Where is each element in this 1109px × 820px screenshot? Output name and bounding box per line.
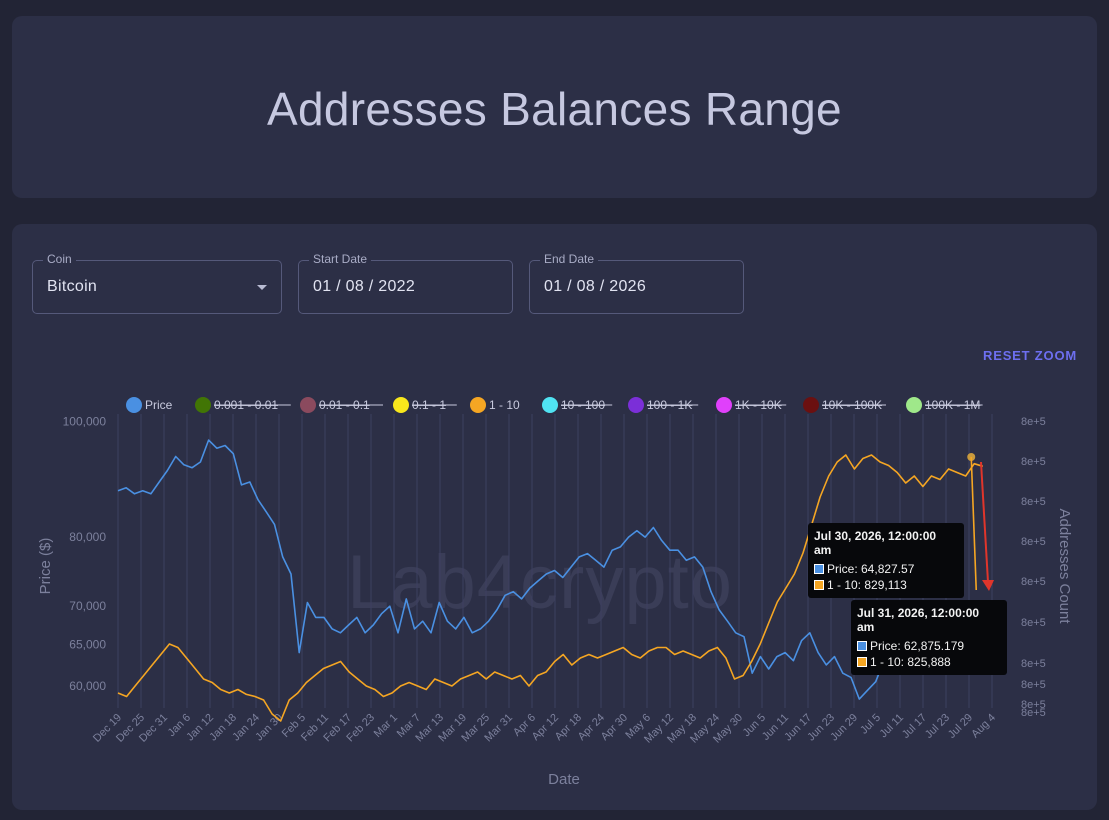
tooltip-text: Price: 62,875.179 [870,639,965,653]
series-1-10-line [117,454,984,722]
legend-item[interactable]: 0.001 - 0.01 [195,397,291,413]
legend-item[interactable]: 1 - 10 [470,397,520,413]
start-date-label: Start Date [309,252,372,266]
legend-item[interactable]: 100K - 1M [906,397,983,413]
coin-select-value: Bitcoin [47,278,98,295]
price-series-line [117,439,984,700]
legend-swatch [300,397,316,413]
reset-zoom-button[interactable]: RESET ZOOM [983,348,1077,363]
coin-select[interactable]: Coin Bitcoin [32,252,282,314]
x-tick-label: Jul 29 [946,712,975,741]
tooltip-title: Jul 30, 2026, 12:00:00 am [814,529,937,557]
legend-item[interactable]: 100 - 1K [628,397,699,413]
tooltip-row: Price: 64,827.57 [814,562,956,576]
y2-tick-label: 8e+5 [1021,679,1046,691]
tooltip-swatch [814,580,824,590]
x-tick-label: Jul 17 [900,712,929,741]
end-date-field[interactable]: End Date 01 / 08 / 2026 [529,252,744,314]
y2-tick-label: 8e+5 [1021,496,1046,508]
legend-swatch [542,397,558,413]
tooltip-text: 1 - 10: 829,113 [827,578,907,592]
x-tick-label: Jul 11 [877,712,906,741]
start-date-field[interactable]: Start Date 01 / 08 / 2022 [298,252,513,314]
tooltip-swatch [857,657,867,667]
coin-select-label: Coin [43,252,76,266]
legend-item[interactable]: Price [126,397,173,413]
x-tick-label: Apr 30 [599,712,630,743]
tooltip-title: Jul 31, 2026, 12:00:00 am [857,606,980,634]
y2-tick-label: 8e+5 [1021,707,1046,719]
tooltip-text: 1 - 10: 825,888 [870,655,951,669]
start-date-value[interactable]: 01 / 08 / 2022 [313,278,416,295]
legend-item[interactable]: 10 - 100 [542,397,613,413]
title-card: Addresses Balances Range [12,16,1097,198]
page-title: Addresses Balances Range [267,83,842,135]
legend-swatch [628,397,644,413]
caret-down-icon [257,285,267,290]
y-tick-label: 100,000 [63,415,107,429]
watermark: Lab4crypto [347,540,733,625]
legend-label: 1 - 10 [489,398,520,412]
legend-item[interactable]: 1K - 10K [716,397,787,413]
x-tick-label: Aug 4 [969,712,998,741]
legend-item[interactable]: 0.1 - 1 [393,397,457,413]
y2-tick-label: 8e+5 [1021,658,1046,670]
y2-axis-label: Addresses Count [1056,508,1073,624]
tooltip-jul-31: Jul 31, 2026, 12:00:00 am Price: 62,875.1… [851,600,1007,675]
legend-swatch [716,397,732,413]
end-date-value[interactable]: 01 / 08 / 2026 [544,278,647,295]
chart-card: Coin Bitcoin Start Date 01 / 08 / 2022 E… [12,224,1097,810]
legend-swatch [126,397,142,413]
y2-tick-label: 8e+5 [1021,699,1046,711]
tooltip-row: 1 - 10: 825,888 [857,655,999,669]
y-tick-label: 70,000 [69,599,106,613]
y2-tick-label: 8e+5 [1021,576,1046,588]
legend-swatch [906,397,922,413]
tooltip-jul-30: Jul 30, 2026, 12:00:00 am Price: 64,827.5… [808,523,964,598]
legend-item[interactable]: 10K - 100K [803,397,886,413]
legend-label: Price [145,398,173,412]
x-tick-label: Mar 1 [372,712,400,740]
arrow-line [980,461,989,583]
y-tick-label: 80,000 [69,530,106,544]
tooltip-text: Price: 64,827.57 [827,562,915,576]
tooltip-swatch [857,641,867,651]
tooltip-swatch [814,564,824,574]
x-tick-label: Jul 23 [923,712,952,741]
x-axis-label: Date [548,771,580,788]
y-tick-label: 60,000 [69,679,106,693]
y2-tick-label: 8e+5 [1021,416,1046,428]
legend-swatch [393,397,409,413]
legend-item[interactable]: 0.01 - 0.1 [300,397,383,413]
y2-tick-label: 8e+5 [1021,536,1046,548]
tooltip-row: Price: 62,875.179 [857,639,999,653]
legend-swatch [470,397,486,413]
y-axis-label: Price ($) [37,538,54,595]
arrow-head-icon [982,580,994,591]
end-date-label: End Date [540,252,599,266]
legend-swatch [195,397,211,413]
legend-swatch [803,397,819,413]
y-tick-label: 65,000 [69,638,106,652]
y2-tick-label: 8e+5 [1021,456,1046,468]
drop-line [970,456,978,591]
y2-tick-label: 8e+5 [1021,617,1046,629]
tooltip-row: 1 - 10: 829,113 [814,578,956,592]
